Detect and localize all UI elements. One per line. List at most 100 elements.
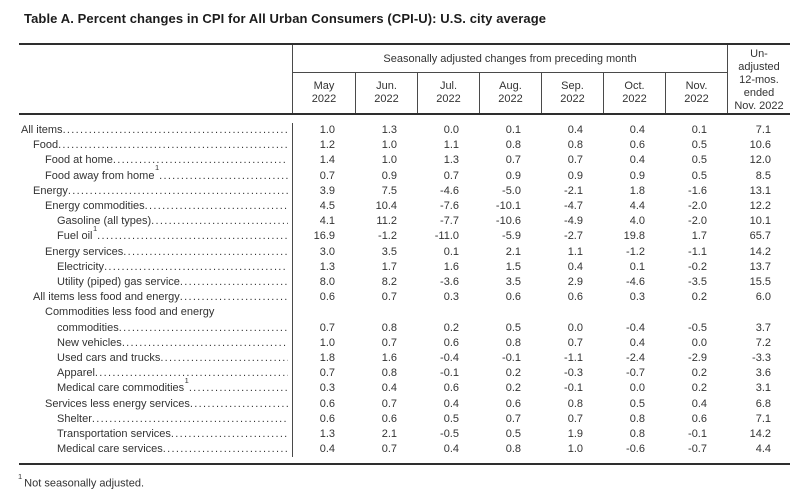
dot-leader [58,138,288,153]
value-cell: 1.7 [381,260,397,273]
month-name: Nov. [685,80,708,92]
month-name: Sep. [561,80,584,92]
table-row: Food at home 1.4 1.0 1.3 0.7 0.7 0.4 0.5 12.0 [19,153,790,169]
value-cell: -2.0 [688,200,707,213]
month-year: 2022 [436,93,461,105]
value-cell: -7.6 [440,200,459,213]
unadjusted-header-line: 12-mos. [739,73,779,86]
value-cell: 0.6 [629,139,645,152]
value-cell: 3.9 [319,184,335,197]
value-cell: -1.1 [688,245,707,258]
dot-leader [145,199,288,214]
value-cell: 1.0 [567,443,583,456]
value-cell: -0.5 [688,321,707,334]
value-cell: -1.1 [564,352,583,365]
table-row: Utility (piped) gas service 8.0 8.2 -3.6 3.5… [19,275,790,291]
value-cell: 6.0 [755,291,771,304]
row-label: All items less food and energy [33,291,180,304]
value-cell: 8.5 [755,169,771,182]
row-label: Electricity [57,260,105,273]
value-cell: 3.7 [755,321,771,334]
dot-leader [68,184,288,199]
value-cell: 0.4 [629,336,645,349]
row-label: Energy services [45,245,124,258]
row-label-line: Electricity [19,260,288,275]
row-label-cell: Energy commodities [19,199,293,215]
value-cell: -7.7 [440,215,459,228]
value-cell: 0.1 [443,245,459,258]
value-cell: 0.0 [629,382,645,395]
value-cell: 1.7 [691,230,707,243]
value-cell: -2.7 [564,230,583,243]
row-label: Medical care commodities1 [57,377,189,396]
value-cell: 65.7 [749,230,771,243]
value-cell: 0.7 [505,154,521,167]
value-cell: 0.8 [629,428,645,441]
table-row: Used cars and trucks 1.8 1.6 -0.4 -0.1 -1.1 -2… [19,351,790,367]
value-cell: 1.3 [443,154,459,167]
value-cell: 0.7 [567,336,583,349]
dot-leader [113,153,288,168]
value-cell: 0.5 [691,154,707,167]
value-cell: 0.8 [505,336,521,349]
value-cell: 10.1 [749,215,771,228]
month-name: Jul. [439,80,458,92]
dot-leader [97,229,288,244]
value-cell: 0.5 [629,397,645,410]
header-stub-cell [19,45,293,113]
value-cell: 7.5 [381,184,397,197]
value-cell: -11.0 [434,230,459,243]
row-label-cell: All items [19,123,293,139]
row-label-cell: Medical care services [19,442,293,458]
row-label-line: New vehicles [19,336,288,351]
value-cell: -1.2 [626,245,645,258]
value-cell: 0.1 [691,124,707,136]
value-cell: 0.3 [629,291,645,304]
table-row: Services less energy services 0.6 0.7 0.4 0.… [19,396,790,412]
value-cell: 3.1 [755,382,771,395]
value-cell: 1.4 [319,154,335,167]
value-cell: 0.2 [443,321,459,334]
value-cell: 1.9 [567,428,583,441]
value-cell: 1.6 [381,352,397,365]
value-cell: 1.0 [319,336,335,349]
value-cell: 0.4 [567,260,583,273]
month-year: 2022 [560,93,585,105]
value-cell: 0.9 [629,169,645,182]
value-cell: 7.1 [755,412,771,425]
table-row: Apparel 0.7 0.8 -0.1 0.2 -0.3 -0.7 0.2 3.6 [19,366,790,382]
row-label-cell: Electricity [19,259,293,276]
row-label-line: Energy [19,184,288,199]
table-row: Electricity 1.3 1.7 1.6 1.5 0.4 0.1 -0.2 13.7 [19,259,790,276]
value-cell: 0.0 [567,321,583,334]
value-cell: -0.6 [626,443,645,456]
seasonally-adjusted-header: Seasonally adjusted changes from precedi… [293,45,727,73]
table-row: Energy services 3.0 3.5 0.1 2.1 1.1 -1.2 -1.1 14… [19,244,790,260]
row-label: Transportation services [57,428,171,441]
dot-leader [92,412,288,427]
row-label: Food at home [45,154,113,167]
value-cell: 1.2 [319,139,335,152]
dot-leader [63,123,288,138]
row-label-cell: Services less energy services [19,396,293,412]
value-cell: 0.0 [443,124,459,136]
value-cell: 0.0 [691,336,707,349]
value-cell: 0.9 [567,169,583,182]
value-cell: 12.2 [749,200,771,213]
value-cell: 0.4 [629,124,645,136]
value-cell: 0.2 [691,367,707,380]
month-header-row: May 2022 Jun. 2022 Jul. 2022 Aug. 2022 Sep. 2022 O… [293,73,727,113]
value-cell: -5.0 [502,184,521,197]
value-cell: 16.9 [313,230,335,243]
row-label-cell: Commodities less food and energy commodit… [19,305,293,336]
row-label-line: Medical care services [19,442,288,457]
value-cell: -0.1 [688,428,707,441]
value-cell: 15.5 [749,276,771,289]
row-label-line: Commodities less food and energy [19,305,288,320]
row-label-cell: Shelter [19,411,293,428]
row-label-text: Food away from home [45,169,155,182]
dot-leader [160,351,288,366]
row-label: New vehicles [57,336,122,349]
row-label: Energy commodities [45,200,145,213]
value-cell: -1.2 [378,230,397,243]
